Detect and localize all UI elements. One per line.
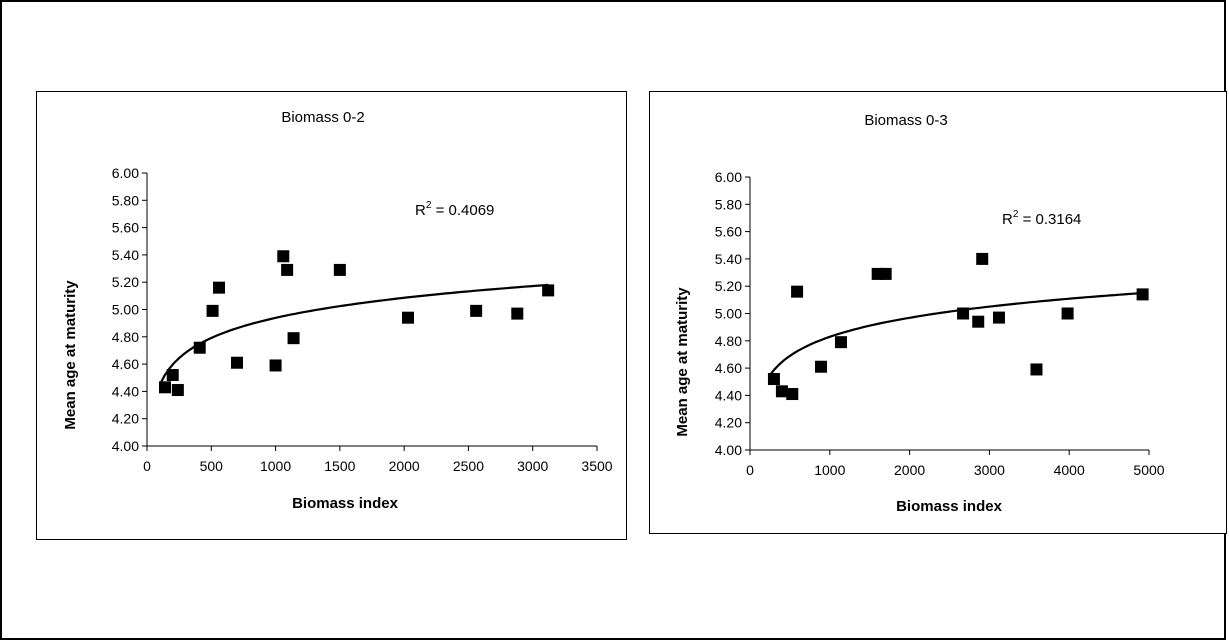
y-tick-label: 4.20	[112, 411, 139, 427]
x-tick-label: 3000	[517, 458, 548, 474]
y-tick-label: 5.80	[112, 192, 139, 208]
y-tick-label: 5.00	[112, 302, 139, 318]
y-axis-label: Mean age at maturity	[62, 280, 79, 430]
x-tick-label: 0	[746, 462, 754, 478]
data-point	[815, 360, 828, 373]
data-point	[333, 263, 346, 276]
plot-area: 4.00 4.20 4.40 4.60 4.80 5.00 5.20 5.40 5.60 5.80…	[112, 165, 613, 474]
y-tick-label: 6.00	[112, 165, 139, 181]
chart-panel-biomass-0-2: Biomass 0-2 Biomass index Mean age at ma…	[36, 91, 627, 540]
chart-title: Biomass 0-2	[281, 109, 364, 126]
y-tick-label: 5.40	[715, 251, 742, 267]
x-tick-label: 3500	[581, 458, 612, 474]
trendline	[769, 291, 1143, 376]
x-tick-label: 1000	[260, 458, 291, 474]
data-point	[992, 311, 1005, 324]
y-tick-label: 4.60	[112, 356, 139, 372]
x-tick-label: 3000	[974, 462, 1005, 478]
y-tick-label: 4.20	[715, 415, 742, 431]
y-tick-label: 5.60	[112, 220, 139, 236]
r-squared-label: R2 = 0.3164	[1002, 209, 1081, 228]
y-tick-label: 4.40	[112, 383, 139, 399]
x-tick-label: 1000	[814, 462, 845, 478]
data-point	[269, 359, 282, 372]
y-tick-label: 4.80	[112, 329, 139, 345]
data-point	[231, 356, 243, 369]
x-axis-label: Biomass index	[292, 495, 399, 512]
data-point	[976, 252, 989, 265]
x-axis-label: Biomass index	[896, 498, 1003, 515]
y-tick-label: 4.40	[715, 387, 742, 403]
chart-panel-biomass-0-3: Biomass 0-3 Biomass index Mean age at ma…	[649, 91, 1227, 534]
chart-biomass-0-2: Biomass 0-2 Biomass index Mean age at ma…	[62, 109, 613, 512]
data-point	[193, 341, 206, 354]
data-point	[542, 284, 555, 297]
data-point	[511, 307, 524, 320]
y-tick-label: 5.20	[715, 278, 742, 294]
y-tick-label: 4.00	[112, 438, 139, 454]
x-tick-label: 0	[143, 458, 151, 474]
x-tick-label: 1500	[324, 458, 355, 474]
data-point	[206, 304, 219, 317]
r-squared-label: R2 = 0.4069	[415, 200, 494, 219]
data-point	[791, 285, 804, 298]
data-point	[1030, 363, 1043, 376]
y-tick-label: 4.00	[715, 442, 742, 458]
y-tick-label: 6.00	[715, 169, 742, 185]
y-tick-label: 5.60	[715, 224, 742, 240]
data-point	[277, 250, 290, 263]
data-point	[1061, 307, 1074, 320]
x-tick-label: 4000	[1054, 462, 1085, 478]
x-tick-label: 5000	[1133, 462, 1164, 478]
plot-area: 4.00 4.20 4.40 4.60 4.80 5.00 5.20 5.40 5.60 5.80…	[715, 169, 1165, 478]
x-tick-label: 500	[200, 458, 224, 474]
data-point	[159, 381, 171, 394]
trendline	[158, 283, 549, 386]
y-axis-label: Mean age at maturity	[674, 287, 691, 437]
y-tick-label: 5.80	[715, 196, 742, 212]
data-point	[1136, 288, 1149, 301]
data-point	[213, 281, 225, 294]
y-tick-label: 4.60	[715, 360, 742, 376]
x-tick-label: 2500	[453, 458, 484, 474]
data-point	[972, 315, 985, 328]
data-point	[287, 332, 300, 345]
data-point	[171, 384, 184, 397]
x-tick-label: 2000	[389, 458, 420, 474]
chart-biomass-0-3: Biomass 0-3 Biomass index Mean age at ma…	[674, 112, 1165, 515]
data-point	[879, 267, 892, 280]
data-point	[834, 336, 847, 349]
data-point	[957, 307, 970, 320]
y-tick-label: 5.00	[715, 306, 742, 322]
data-point	[281, 263, 294, 276]
data-point	[402, 311, 414, 324]
data-point	[775, 385, 788, 398]
data-point	[470, 304, 483, 317]
x-tick-label: 2000	[894, 462, 925, 478]
y-tick-label: 5.20	[112, 274, 139, 290]
y-tick-label: 5.40	[112, 247, 139, 263]
data-point	[786, 388, 799, 401]
chart-title: Biomass 0-3	[864, 112, 947, 129]
data-point	[767, 373, 780, 386]
data-point	[166, 369, 179, 382]
y-tick-label: 4.80	[715, 333, 742, 349]
